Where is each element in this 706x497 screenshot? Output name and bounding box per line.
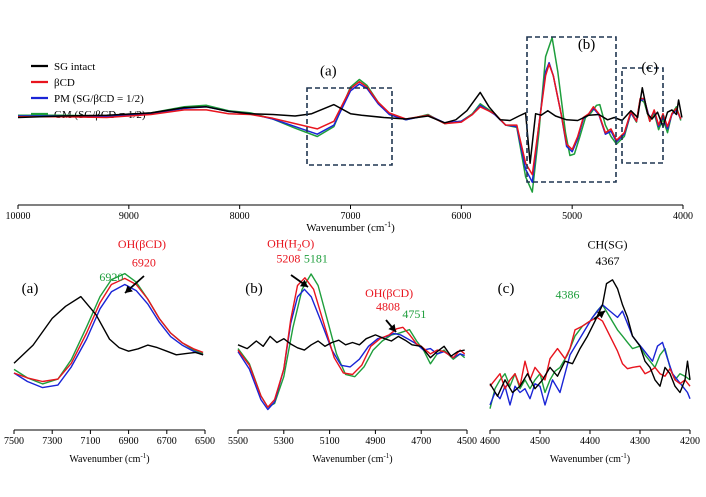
- annotation-text: 6920: [132, 255, 156, 269]
- x-axis-label: Wavenumber (cm-1): [69, 452, 149, 465]
- annotation-arrowhead: [388, 324, 396, 332]
- x-axis-label: Wavenumber (cm-1): [312, 452, 392, 465]
- x-axis-label-text: Wavenumber (cm: [306, 222, 385, 234]
- x-tick-label: 4600: [480, 436, 500, 447]
- annotation-text: 4751: [402, 307, 426, 321]
- x-axis-label-sup: -1: [383, 452, 389, 460]
- zoom-box-c: [621, 67, 664, 164]
- x-axis-label-tail: ): [627, 454, 630, 465]
- x-tick-label: 4500: [457, 436, 477, 447]
- x-axis-label-text: Wavenumber (cm: [312, 454, 383, 465]
- x-tick-label: 4200: [680, 436, 700, 447]
- x-axis-label-sup: -1: [140, 452, 146, 460]
- annotation-text: 4808: [376, 300, 400, 314]
- annotation-label: 6920: [132, 255, 156, 269]
- x-tick-label: 4300: [630, 436, 650, 447]
- legend-label-pm: PM (SG/βCD = 1/2): [54, 93, 144, 105]
- annotation-label: 4386: [556, 288, 580, 302]
- x-axis-label-tail: ): [391, 222, 395, 234]
- legend-label-sg: SG intact: [54, 61, 95, 73]
- annotation-sub: 2: [297, 242, 302, 252]
- x-axis-label: Wavenumber (cm-1): [306, 220, 395, 234]
- annotation-label: 5208: [276, 252, 300, 266]
- x-tick-label: 4000: [673, 211, 693, 222]
- annotation-text: CH(SG): [587, 238, 627, 252]
- annotation-label: 4751: [402, 307, 426, 321]
- panel-b-zoom: 5500 5300 5100 4900 4700 4500 Wavenumber (cm-1…: [228, 236, 477, 465]
- annotation-arrowhead: [299, 279, 308, 287]
- annotation-label: 5181: [304, 252, 328, 266]
- x-tick-label: 4400: [580, 436, 600, 447]
- annotation-label: OH(βCD): [118, 237, 166, 251]
- annotation-arrowhead: [125, 285, 133, 293]
- series-line-bcd: [237, 277, 466, 408]
- annotation-text: 4367: [596, 254, 620, 268]
- zoom-box-label: (a): [320, 64, 337, 80]
- x-tick-label: 5000: [562, 211, 582, 222]
- panel-label: (c): [498, 281, 515, 297]
- annotation-text: OH(βCD): [118, 237, 166, 251]
- x-tick-label: 6000: [451, 211, 471, 222]
- series-line-bcd: [13, 277, 204, 383]
- x-axis-label-sup: -1: [384, 220, 391, 229]
- panel-label: (a): [22, 281, 39, 297]
- x-tick-label: 7100: [80, 436, 100, 447]
- series-line-gm: [237, 273, 466, 408]
- series-line-sg: [489, 279, 691, 397]
- x-axis-label-sup: -1: [621, 452, 627, 460]
- x-tick-label: 5500: [228, 436, 248, 447]
- panel-c-zoom: 4600 4500 4400 4300 4200 Wavenumber (cm-1) (c)…: [480, 238, 700, 465]
- x-tick-label: 5300: [274, 436, 294, 447]
- x-axis-label: Wavenumber (cm-1): [550, 452, 630, 465]
- x-tick-label: 6700: [157, 436, 177, 447]
- annotation-text: 4386: [556, 288, 580, 302]
- panel-a-zoom: 7500 7300 7100 6900 6700 6500 Wavenumber (cm-1…: [4, 237, 215, 465]
- series-line-sg: [237, 334, 465, 359]
- annotation-tail: O): [302, 236, 315, 250]
- x-tick-label: 6500: [195, 436, 215, 447]
- series-line-pm: [13, 283, 204, 389]
- x-tick-label: 6900: [119, 436, 139, 447]
- annotation-text: 6920: [99, 270, 123, 284]
- x-tick-label: 7500: [4, 436, 24, 447]
- panel-label: (b): [245, 281, 263, 297]
- annotation-label: 4367: [596, 254, 620, 268]
- x-tick-label: 5100: [320, 436, 340, 447]
- zoom-box-label: (b): [578, 37, 596, 53]
- x-tick-label: 4700: [411, 436, 431, 447]
- series-line-sg: [17, 87, 683, 164]
- series-line-sg: [13, 295, 204, 364]
- x-tick-label: 4900: [365, 436, 385, 447]
- x-tick-label: 10000: [6, 211, 31, 222]
- series-line-pm: [237, 288, 465, 411]
- zoom-box-label: (c): [641, 60, 658, 76]
- series-line-pm: [489, 304, 691, 406]
- annotation-label: 6920: [99, 270, 123, 284]
- legend-label-bcd: βCD: [54, 77, 75, 89]
- x-tick-label: 8000: [230, 211, 250, 222]
- zoom-box-b: [526, 36, 617, 183]
- x-tick-label: 9000: [119, 211, 139, 222]
- annotation-text: OH(βCD): [365, 286, 413, 300]
- x-axis-label-text: Wavenumber (cm: [550, 454, 621, 465]
- annotation-text: 5181: [304, 252, 328, 266]
- annotation-label: OH(H2O): [267, 236, 314, 252]
- zoom-box-a: [306, 87, 393, 166]
- annotation-label: OH(βCD): [365, 286, 413, 300]
- x-axis-label-tail: ): [389, 454, 392, 465]
- annotation-text: OH(H: [267, 236, 297, 250]
- panel-main-spectrum: 10000 9000 8000 7000 6000 5000 4000 Wavenumber …: [6, 36, 693, 234]
- annotation-arrowhead: [596, 311, 605, 319]
- annotation-text: 5208: [276, 252, 300, 266]
- series-line-bcd: [489, 316, 691, 390]
- annotation-label: CH(SG): [587, 238, 627, 252]
- x-axis-label-text: Wavenumber (cm: [69, 454, 140, 465]
- x-tick-label: 7000: [341, 211, 361, 222]
- annotation-label: 4808: [376, 300, 400, 314]
- x-tick-label: 4500: [530, 436, 550, 447]
- x-axis-label-tail: ): [146, 454, 149, 465]
- x-tick-label: 7300: [42, 436, 62, 447]
